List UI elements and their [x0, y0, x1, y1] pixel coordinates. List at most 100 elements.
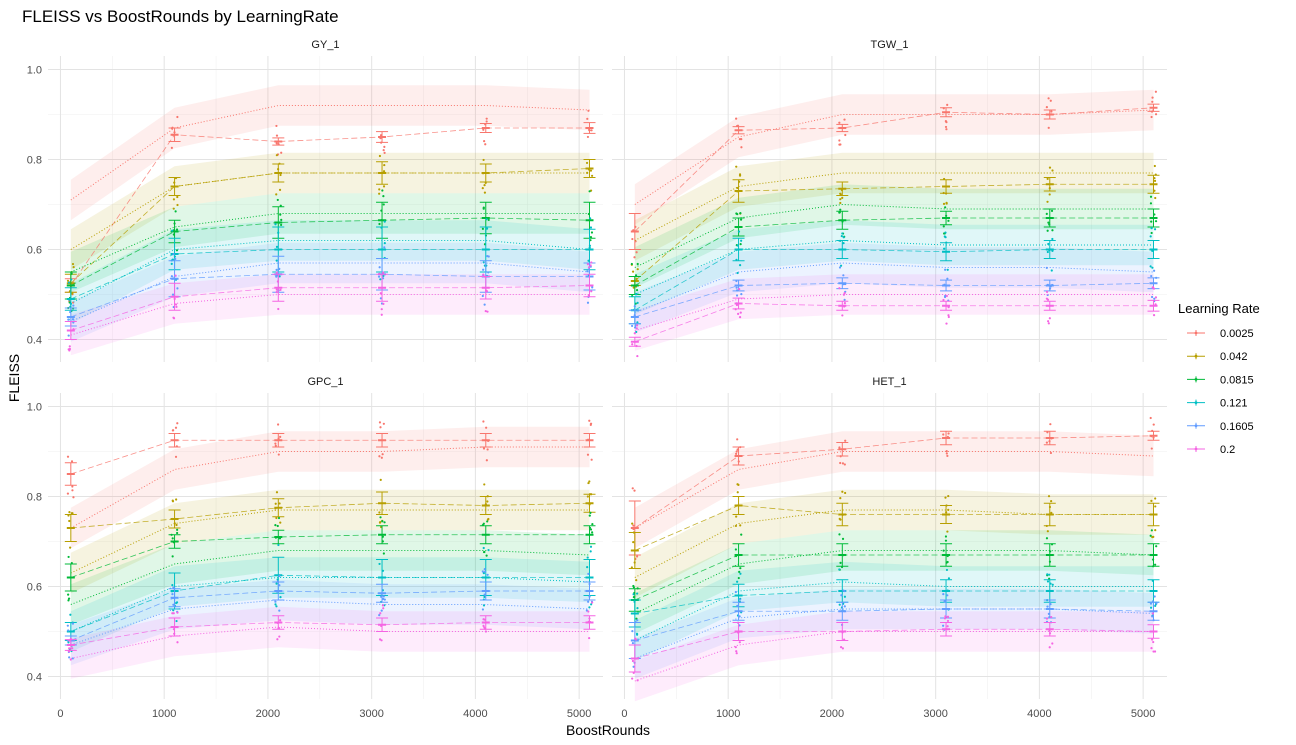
- observation-point: [378, 272, 381, 275]
- observation-point: [380, 456, 383, 459]
- observation-point: [380, 609, 383, 612]
- observation-point: [484, 630, 488, 633]
- y-tick-label: 0.6: [27, 582, 42, 594]
- observation-point: [737, 483, 740, 486]
- error-bar: [479, 525, 492, 545]
- observation-point: [280, 223, 283, 227]
- observation-point: [947, 219, 950, 222]
- smooth-line: [634, 262, 1154, 313]
- error-bar: [836, 210, 849, 230]
- observation-point: [67, 593, 70, 596]
- observation-point: [587, 572, 590, 575]
- observation-point: [1048, 166, 1052, 169]
- mean-line: [70, 127, 590, 286]
- panel-title: HET_1: [872, 376, 906, 388]
- smooth-line: [70, 550, 590, 605]
- observation-point: [946, 103, 949, 106]
- observation-point: [942, 298, 945, 302]
- observation-point: [485, 227, 489, 230]
- observation-point: [740, 293, 743, 296]
- observation-point: [633, 600, 636, 603]
- observation-point: [274, 524, 277, 527]
- observation-point: [1153, 164, 1156, 168]
- observation-point: [278, 267, 281, 270]
- gridlines: [612, 393, 1167, 699]
- observation-point: [277, 516, 281, 520]
- observation-point: [382, 195, 385, 198]
- observation-point: [1151, 96, 1154, 99]
- observation-point: [1046, 431, 1049, 434]
- observation-point: [172, 229, 176, 232]
- observation-point: [484, 143, 487, 146]
- observation-point: [1051, 237, 1054, 241]
- observation-point: [276, 578, 279, 581]
- observation-point: [945, 504, 948, 507]
- observation-point: [274, 502, 277, 505]
- legend-key-point: [1194, 424, 1198, 428]
- observation-point: [841, 196, 844, 199]
- observation-point: [379, 134, 383, 137]
- observation-point: [173, 222, 176, 225]
- observation-point: [278, 574, 281, 578]
- observation-point: [838, 143, 841, 146]
- observation-point: [69, 329, 73, 332]
- observation-point: [176, 203, 179, 207]
- observation-point: [1153, 269, 1156, 272]
- x-tick-label: 5000: [1131, 708, 1155, 720]
- error-bar: [732, 126, 745, 135]
- observation-point: [635, 344, 638, 348]
- observation-point: [483, 570, 487, 573]
- panel-gy-1: GY_1 0.4 0.6 0.8 1.0: [27, 39, 603, 362]
- gridlines: [612, 56, 1167, 362]
- observation-point: [174, 177, 178, 180]
- observation-point: [1149, 202, 1153, 205]
- mean-line: [70, 217, 590, 286]
- observation-point: [66, 624, 69, 627]
- y-tick-label: 1.0: [27, 65, 42, 77]
- observation-point: [378, 266, 381, 269]
- observation-point: [1047, 126, 1050, 129]
- observation-point: [838, 287, 841, 290]
- observation-point: [1155, 276, 1158, 279]
- observation-point: [279, 521, 282, 524]
- ribbon-0-1605: [70, 579, 590, 666]
- error-bar: [272, 163, 285, 183]
- observation-point: [739, 218, 743, 221]
- observation-point: [632, 541, 635, 544]
- observation-point: [275, 142, 278, 145]
- observation-point: [945, 322, 948, 325]
- observation-point: [844, 491, 847, 495]
- observation-point: [735, 652, 738, 655]
- observation-point: [588, 128, 591, 131]
- observation-point: [67, 348, 70, 351]
- observation-point: [1047, 322, 1050, 325]
- observation-point: [378, 188, 381, 191]
- observation-point: [1151, 266, 1154, 269]
- observation-point: [1151, 612, 1154, 615]
- observation-point: [636, 354, 639, 358]
- observation-point: [275, 288, 278, 291]
- observation-point: [734, 548, 737, 551]
- error-bar: [1043, 579, 1056, 603]
- observation-point: [382, 271, 385, 274]
- observation-point: [71, 647, 74, 650]
- observation-point: [591, 601, 594, 604]
- observation-point: [946, 560, 949, 564]
- error-bar: [479, 433, 492, 448]
- mean-line: [70, 590, 590, 641]
- observation-point: [588, 636, 591, 640]
- observation-point: [735, 450, 738, 453]
- observation-point: [842, 242, 845, 245]
- observation-point: [383, 521, 386, 524]
- observation-point: [383, 246, 386, 249]
- observation-point: [739, 572, 742, 575]
- observation-point: [67, 318, 70, 321]
- observation-point: [942, 225, 945, 228]
- observation-point: [1048, 223, 1051, 226]
- observation-point: [274, 223, 277, 226]
- observation-point: [1149, 235, 1152, 238]
- mean-line: [70, 249, 590, 300]
- x-tick-label: 3000: [359, 708, 383, 720]
- observation-point: [735, 515, 738, 518]
- observation-point: [1048, 629, 1051, 632]
